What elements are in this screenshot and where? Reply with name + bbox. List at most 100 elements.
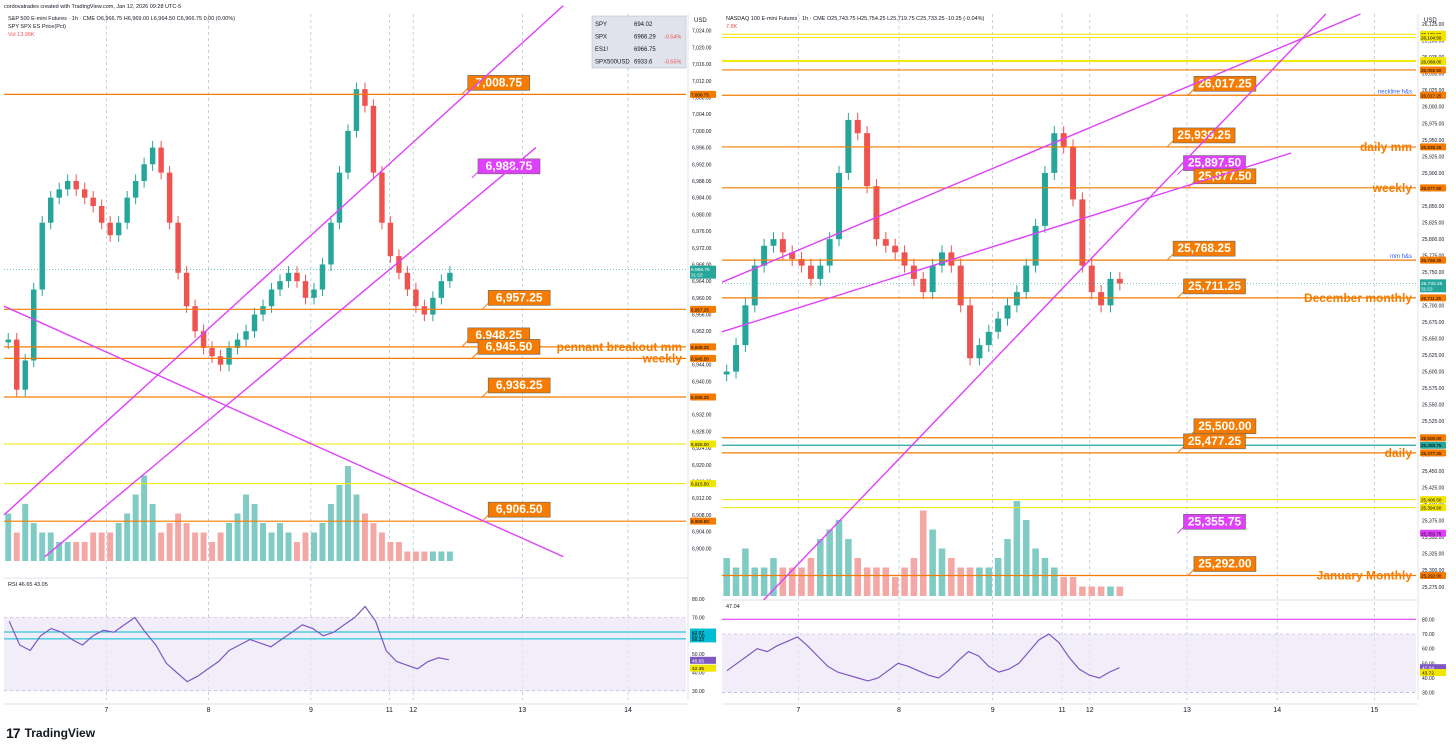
trend-channel-lower: [44, 147, 537, 558]
x-tick-label: 11: [386, 707, 393, 714]
volume-bar: [378, 532, 385, 561]
callout-pointer: [1177, 526, 1184, 534]
candle-body: [938, 252, 945, 266]
volume-bar: [966, 567, 974, 596]
axis-price-tag: [690, 354, 716, 362]
candle-body: [1088, 265, 1095, 293]
volume-bar: [234, 513, 241, 561]
volume-bar: [845, 539, 852, 596]
volume-bar: [446, 551, 453, 561]
price-callout-text: 6,945.50: [486, 339, 533, 353]
y-tick-label: 25,550.00: [1422, 403, 1444, 409]
rsi-level-tag: [690, 635, 716, 643]
candle-body: [73, 180, 79, 190]
candle-body: [319, 264, 326, 290]
volume-bar: [723, 558, 730, 596]
y-tick-label: 7,024.00: [692, 29, 712, 35]
candle-body: [854, 119, 861, 134]
price-callout: [477, 339, 541, 355]
y-tick-label: 7,000.00: [692, 129, 712, 135]
rsi-value-tag: [690, 664, 716, 672]
volume-bar: [311, 532, 317, 561]
axis-price-tag: [1420, 441, 1446, 449]
callout-pointer: [1177, 168, 1184, 175]
chart-annotation: mm h&s: [1390, 254, 1412, 260]
volume-bar: [353, 494, 360, 561]
y-tick-label: 25,750.00: [1422, 270, 1444, 276]
price-callout: [1172, 240, 1236, 257]
volume-bar: [268, 532, 275, 561]
watchlist-panel: [591, 15, 687, 69]
volume-bar: [438, 551, 445, 561]
watchlist-price: 6966.29: [634, 35, 656, 41]
axis-price-tag-text: 25,768.25: [1421, 258, 1442, 263]
rsi-value-tag: [1420, 664, 1446, 672]
volume-bar: [98, 532, 105, 561]
watchlist-symbol: SPX: [595, 35, 607, 41]
volume-bar: [149, 504, 156, 561]
chart-panel-2: 7 8 9 11 12 13 14 15 25,275.00 25,300.00 25,325.00…: [721, 13, 1446, 714]
x-tick-label: 14: [1273, 707, 1281, 714]
volume-bar: [319, 523, 326, 561]
y-tick-label: 26,125.00: [1422, 22, 1444, 28]
watchlist-change: -0.54%: [664, 35, 682, 41]
y-tick-label: 6,956.00: [692, 313, 712, 319]
candle-body: [864, 133, 871, 187]
axis-price-tag: [1420, 294, 1446, 302]
y-tick-label: 26,025.00: [1422, 88, 1444, 94]
watchlist-price: 6933.6: [634, 60, 653, 66]
y-tick-label: 25,525.00: [1422, 419, 1444, 425]
volume-bar: [404, 551, 411, 561]
axis-price-tag-text: 26,104.50: [1421, 36, 1442, 41]
volume-bar: [39, 532, 46, 561]
price-callout-text: 7,008.75: [475, 75, 522, 89]
rsi-tick-label: 40.00: [1422, 676, 1435, 682]
rsi-value-tag-text: 43.72: [1422, 671, 1434, 677]
x-tick-label: 9: [309, 707, 313, 714]
volume-bar: [742, 548, 749, 596]
x-tick-label: 7: [104, 707, 108, 714]
rsi-tick-label: 80.00: [692, 597, 705, 603]
candle-body: [81, 189, 88, 198]
volume-bar: [107, 532, 114, 561]
overlay-title: SPY SPX ES Price(Pct): [8, 24, 66, 30]
axis-price-tag-text: 25,488.75: [1421, 443, 1442, 448]
chart-panel-1: 7 8 9 11 12 13 14 6,900.00 6,904.00 6,908.00 6,912…: [3, 4, 716, 714]
volume-bar: [938, 548, 946, 596]
callout-pointer: [461, 340, 469, 348]
y-tick-label: 6,960.00: [692, 296, 712, 302]
volume-bar: [994, 558, 1002, 596]
candle-body: [1060, 133, 1067, 147]
tradingview-logo-icon: 17: [6, 725, 21, 741]
candle-body: [995, 318, 1002, 332]
volume-bar: [1060, 577, 1067, 596]
volume-bar: [779, 567, 787, 596]
price-callout-text: 25,292.00: [1198, 557, 1252, 571]
y-tick-label: 25,425.00: [1422, 485, 1444, 491]
chart-annotation: daily: [1385, 446, 1413, 460]
price-callout: [1183, 433, 1246, 450]
y-tick-label: 6,904.00: [692, 530, 712, 536]
axis-price-tag: [690, 393, 716, 401]
volume-bar: [798, 567, 805, 596]
volume-bar: [751, 567, 759, 596]
rsi-value-tag-text: 46.65: [692, 658, 704, 664]
axis-price-tag-text: 25,477.25: [1421, 451, 1442, 456]
rsi-value-tag-text: 47.04: [1422, 666, 1434, 672]
x-tick-label: 12: [409, 707, 417, 714]
axis-price-tag-text: 26,055.50: [1421, 68, 1442, 73]
y-tick-label: 7,012.00: [692, 79, 712, 85]
volume-bar: [826, 529, 833, 596]
rsi-tick-label: 30.00: [1422, 691, 1435, 697]
x-tick-label: 12: [1086, 707, 1094, 714]
price-callout-text: 25,939.25: [1177, 128, 1231, 142]
callout-pointer: [1166, 253, 1174, 261]
chart-title: S&P 500 E-mini Futures · 1h · CME O6,966…: [8, 16, 235, 22]
candle-body: [64, 180, 71, 190]
axis-price-tag-text: 25,355.75: [1421, 531, 1442, 536]
volume-bar: [344, 466, 351, 561]
price-callout: [1193, 168, 1257, 185]
volume-bar: [817, 539, 824, 596]
watchlist-change: -0.55%: [664, 60, 682, 66]
